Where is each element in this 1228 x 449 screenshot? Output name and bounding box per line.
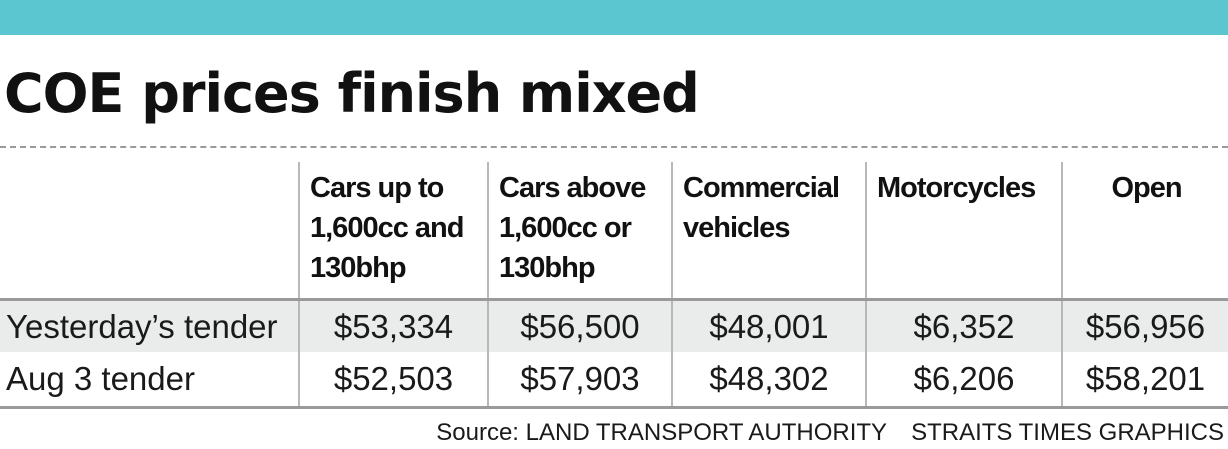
table-cell: $6,206 <box>865 352 1062 409</box>
dashed-divider <box>0 146 1228 148</box>
table-cell: $6,352 <box>865 298 1062 352</box>
column-header: Cars above 1,600cc or 130bhp <box>487 162 672 300</box>
table-cell: $48,302 <box>671 352 866 409</box>
table-cell: $48,001 <box>671 298 866 352</box>
column-header: Motorcycles <box>865 162 1062 300</box>
table-header-row: Cars up to 1,600cc and 130bhp Cars above… <box>0 162 1228 300</box>
credit-text: STRAITS TIMES GRAPHICS <box>911 419 1224 446</box>
row-label-header <box>0 162 299 300</box>
table-cell: $56,500 <box>487 298 672 352</box>
source-footer: Source: LAND TRANSPORT AUTHORITY STRAITS … <box>436 418 1224 448</box>
table-cell: $58,201 <box>1061 352 1228 409</box>
coe-price-table: Cars up to 1,600cc and 130bhp Cars above… <box>0 162 1228 409</box>
table-cell: $57,903 <box>487 352 672 409</box>
top-accent-bar <box>0 0 1228 35</box>
column-header: Commercial vehicles <box>671 162 866 300</box>
table-cell: $52,503 <box>298 352 488 409</box>
column-header: Open <box>1061 162 1228 300</box>
table-row: Yesterday’s tender $53,334 $56,500 $48,0… <box>0 298 1228 352</box>
table-cell: $53,334 <box>298 298 488 352</box>
table-row: Aug 3 tender $52,503 $57,903 $48,302 $6,… <box>0 352 1228 409</box>
source-text: Source: LAND TRANSPORT AUTHORITY <box>436 419 888 446</box>
table-cell: $56,956 <box>1061 298 1228 352</box>
row-label: Aug 3 tender <box>0 352 299 409</box>
chart-title: COE prices finish mixed <box>4 62 700 125</box>
column-header: Cars up to 1,600cc and 130bhp <box>298 162 488 300</box>
row-label: Yesterday’s tender <box>0 298 299 352</box>
